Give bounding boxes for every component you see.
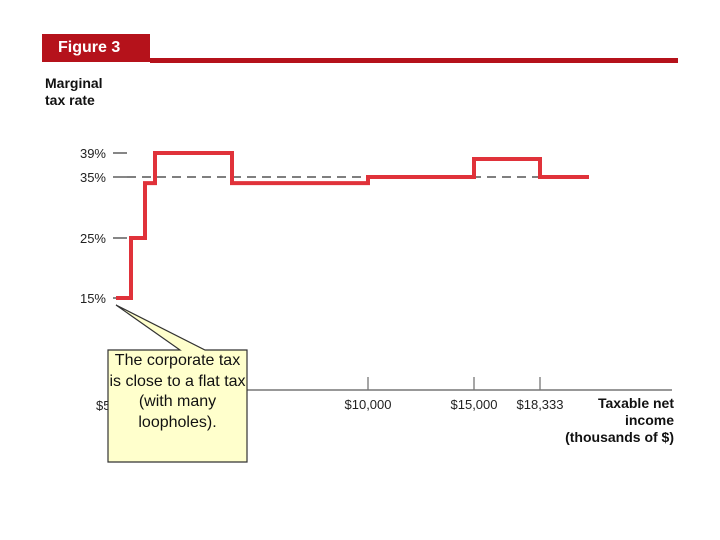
x-axis-label-line: (thousands of $) [565,429,674,445]
header-rule [150,58,678,63]
x-axis-label-line: income [625,412,674,428]
x-axis-label-line: Taxable net [598,395,674,411]
y-axis-ticks: 15% 25% 35% 39% [80,146,127,306]
x-tick-label-origin: $5 [96,398,110,413]
series-line [116,151,589,300]
x-tick-label: $18,333 [517,397,564,412]
y-tick-label: 15% [80,291,106,306]
figure-label: Figure 3 [42,34,150,62]
y-axis-label-line: Marginal [45,75,103,91]
x-tick-label: $10,000 [345,397,392,412]
callout-text: The corporate tax is close to a flat tax… [109,352,246,431]
x-axis-ticks: $5 $10,000 $15,000 $18,333 [96,377,564,413]
y-axis-label-line: tax rate [45,92,95,108]
callout-shape [107,304,248,463]
callout-box [107,304,248,463]
x-tick-label: $15,000 [451,397,498,412]
y-tick-label: 25% [80,231,106,246]
series-layer [116,151,589,300]
y-tick-label: 39% [80,146,106,161]
y-tick-label: 35% [80,170,106,185]
